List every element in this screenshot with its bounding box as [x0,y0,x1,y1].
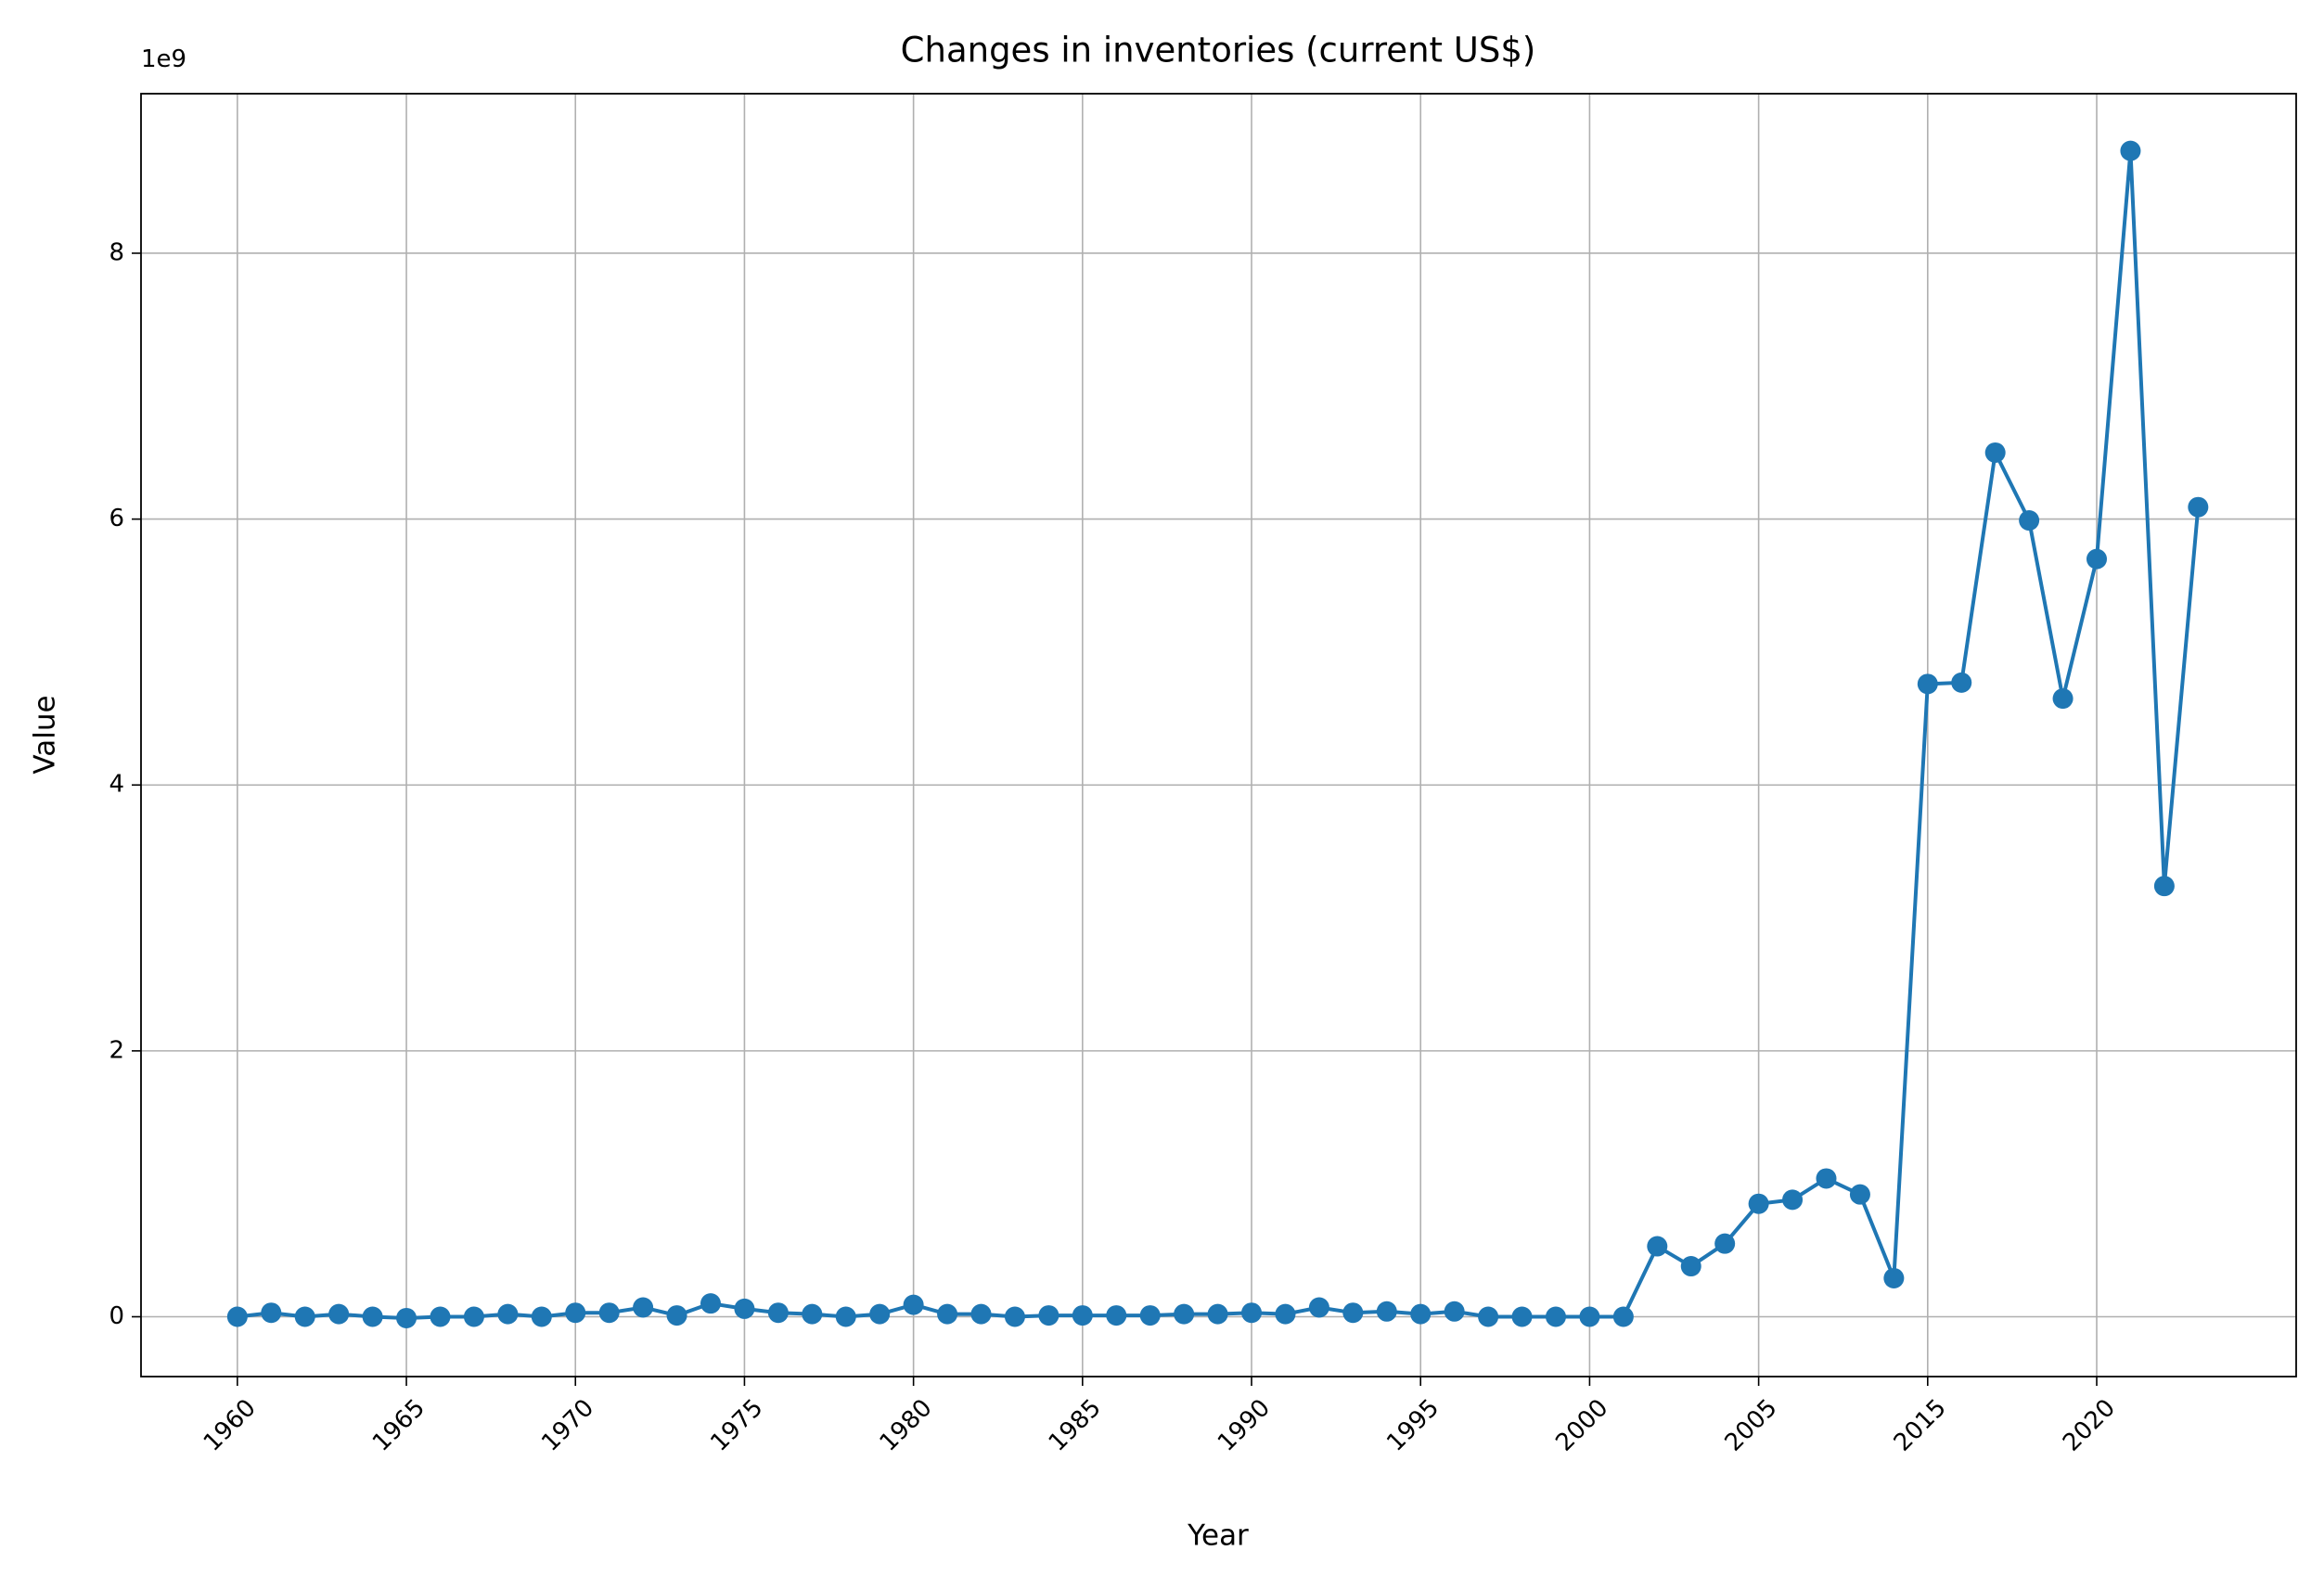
data-point [1275,1303,1296,1325]
y-tick-label: 8 [109,238,124,266]
data-point [1004,1306,1025,1327]
y-tick-label: 2 [109,1036,124,1064]
data-point [903,1294,924,1315]
data-point [2120,140,2141,161]
data-point [1782,1189,1804,1211]
data-point [294,1306,315,1327]
data-point [802,1303,823,1325]
y-tick-label: 6 [109,505,124,532]
y-tick-label: 4 [109,771,124,799]
data-point [666,1305,687,1326]
data-point [937,1303,958,1325]
data-point [734,1298,755,1319]
data-point [700,1293,722,1314]
data-point [2153,876,2175,897]
data-point [1883,1267,1905,1288]
data-point [226,1306,248,1327]
data-point [1038,1305,1059,1326]
plot-frame [140,93,2297,1378]
data-point [1511,1306,1533,1327]
data-point [2052,688,2074,710]
x-axis-label: Year [1187,1519,1249,1553]
data-point [1545,1306,1566,1327]
data-point [1748,1193,1769,1214]
data-point [1680,1256,1701,1277]
data-point [1207,1303,1228,1325]
y-offset-label: 1e9 [141,45,186,73]
data-point [598,1302,620,1324]
data-point [1139,1305,1161,1326]
data-point [2019,510,2040,532]
data-point [497,1303,519,1325]
data-point [1647,1236,1668,1257]
data-point [767,1302,789,1324]
data-point [1579,1306,1600,1327]
data-point [869,1303,891,1325]
data-point [970,1303,992,1325]
data-point [1174,1303,1195,1325]
data-point [835,1306,856,1327]
y-tick-label: 0 [109,1302,124,1330]
data-point [1849,1184,1870,1205]
data-point [1478,1306,1499,1327]
data-point [1612,1306,1634,1327]
chart-title: Changes in inventories (current US$) [901,31,1536,70]
data-point [463,1306,484,1327]
data-point [362,1306,383,1327]
data-point [261,1302,282,1324]
data-point [1342,1302,1364,1324]
data-point [1106,1305,1127,1326]
data-point [2086,548,2108,570]
data-point [1072,1305,1093,1326]
data-point [1444,1301,1465,1322]
y-axis-label: Value [29,695,62,774]
data-point [565,1302,586,1324]
data-point [633,1297,654,1318]
data-point [1984,442,2006,463]
data-point [328,1303,350,1325]
data-point [1376,1301,1397,1322]
data-point [1410,1303,1432,1325]
data-point [1714,1233,1736,1254]
data-point [2188,496,2209,518]
data-point [1917,673,1938,695]
data-point [531,1306,552,1327]
data-point [1308,1297,1329,1318]
data-point [1241,1302,1263,1324]
data-point [430,1306,451,1327]
data-point [1816,1168,1837,1189]
data-point [396,1307,417,1328]
data-point [1951,672,1972,693]
